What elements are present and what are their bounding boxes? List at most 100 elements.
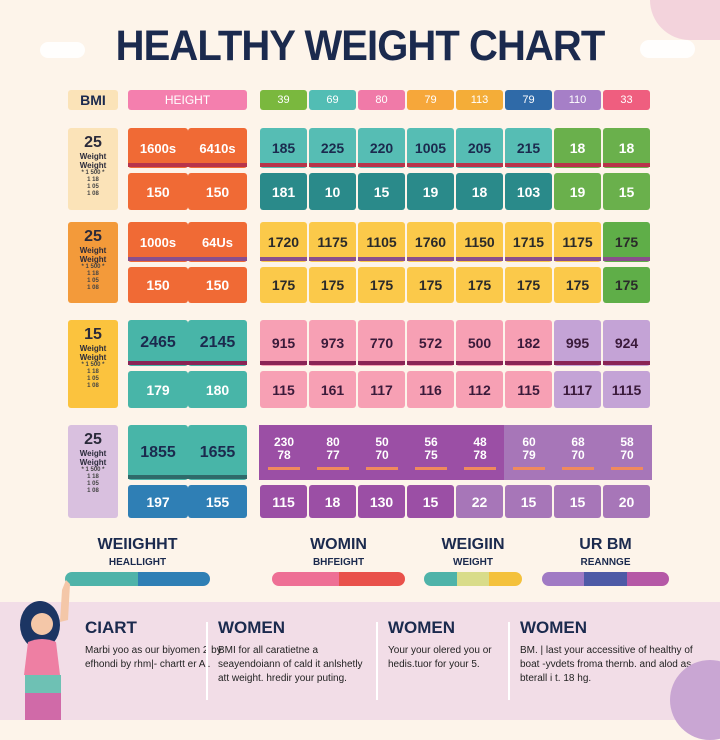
weight-value-bottom: 70 <box>571 447 585 462</box>
row-divider <box>260 257 307 261</box>
weight-value-top: 58 <box>620 434 634 449</box>
weight-cell: 58 70 <box>602 425 652 480</box>
weight-cell: 56 75 <box>406 425 456 480</box>
bmi-label: 25 Weight Weight * 1 500 * 1 18 1 05 1 08 <box>68 222 118 303</box>
info-title: WOMEN <box>388 618 456 637</box>
row-divider <box>358 361 405 365</box>
weight-cell: 175 <box>603 222 650 262</box>
weight-cell: 22 <box>456 485 503 518</box>
weight-cell: 15 <box>358 173 405 210</box>
row-divider <box>505 257 552 261</box>
header-column: 33 <box>603 90 650 110</box>
bmi-small-text: * 1 500 * <box>81 170 105 176</box>
legend-subtitle: BHFEIGHT <box>312 557 365 568</box>
height-top: 64Us <box>188 222 247 262</box>
orange-marker <box>415 466 447 470</box>
weight-cell: 60 79 <box>504 425 554 480</box>
orange-marker <box>268 466 300 470</box>
weight-cell: 115 <box>260 371 307 408</box>
height-bottom: 150 <box>188 173 247 210</box>
info-text: BMI for all caratietne a seayendoiann of… <box>218 645 363 684</box>
row-divider <box>505 361 552 365</box>
weight-cell: 112 <box>456 371 503 408</box>
row-divider <box>358 257 405 261</box>
weight-cell: 973 <box>309 320 356 366</box>
weight-cell: 15 <box>554 485 601 518</box>
column-divider <box>376 622 378 700</box>
weight-cell: 19 <box>554 173 601 210</box>
weight-cell: 1150 <box>456 222 503 262</box>
cloud-decoration <box>640 40 695 58</box>
legend-subtitle: WEIGHT <box>453 557 493 568</box>
weight-cell: 1115 <box>603 371 650 408</box>
weight-cell: 1715 <box>505 222 552 262</box>
height-bottom: 150 <box>128 267 188 303</box>
weight-cell: 103 <box>505 173 552 210</box>
legend-title: WEIGIIN <box>441 536 505 553</box>
legend-bar <box>542 572 669 586</box>
weight-cell: 15 <box>603 173 650 210</box>
height-top: 2145 <box>188 320 247 366</box>
weight-value-top: 60 <box>522 434 536 449</box>
weight-cell: 500 <box>456 320 503 366</box>
height-bottom: 155 <box>188 485 247 518</box>
weight-cell: 1117 <box>554 371 601 408</box>
header-column: 80 <box>358 90 405 110</box>
height-top: 1000s <box>128 222 188 262</box>
row-divider <box>128 361 247 365</box>
legend-bar-segment <box>584 572 627 586</box>
weight-cell: 995 <box>554 320 601 366</box>
legend-title: WOMIN <box>310 536 367 553</box>
info-text: Your your olered you or hedis.tuor for y… <box>388 645 492 670</box>
bmi-small-text: 1 08 <box>87 383 99 389</box>
legend-title: WEIIGHHT <box>97 536 178 553</box>
woman-illustration-icon <box>20 580 70 720</box>
weight-value-bottom: 78 <box>277 447 291 462</box>
weight-cell: 175 <box>309 267 356 303</box>
bmi-small-text: 1 05 <box>87 376 99 382</box>
info-column: WOMEN Your your olered you or hedis.tuor … <box>388 618 538 672</box>
header-column: 69 <box>309 90 356 110</box>
weight-cell: 80 77 <box>308 425 358 480</box>
bmi-weight-label: Weight Weight <box>79 246 107 264</box>
weight-cell: 19 <box>407 173 454 210</box>
bmi-small-text: 1 18 <box>87 177 99 183</box>
info-column: WOMEN BMI for all caratietne a seayendoia… <box>218 618 368 686</box>
bmi-weight-label: Weight Weight <box>79 152 107 170</box>
weight-cell: 175 <box>505 267 552 303</box>
bmi-small-text: 1 05 <box>87 481 99 487</box>
weight-cell: 185 <box>260 128 307 168</box>
row-divider <box>456 163 503 167</box>
weight-cell: 18 <box>554 128 601 168</box>
weight-cell: 1105 <box>358 222 405 262</box>
bmi-label: 15 Weight Weight * 1 500 * 1 18 1 05 1 08 <box>68 320 118 408</box>
bmi-small-text: 1 18 <box>87 474 99 480</box>
header-column: 113 <box>456 90 503 110</box>
legend-bar-segment <box>137 572 210 586</box>
weight-value-top: 230 <box>273 434 295 449</box>
row-divider <box>128 163 247 167</box>
orange-marker <box>513 466 545 470</box>
info-panel <box>0 602 720 720</box>
legend-subtitle: HEALLIGHT <box>108 557 167 568</box>
height-top: 1655 <box>188 425 247 480</box>
weight-cell: 915 <box>260 320 307 366</box>
weight-cell: 220 <box>358 128 405 168</box>
info-column: WOMEN BM. | last your accessitive of heal… <box>520 618 700 686</box>
bmi-small-text: 1 18 <box>87 369 99 375</box>
header-column: 110 <box>554 90 601 110</box>
info-title: WOMEN <box>218 618 286 637</box>
row-divider <box>407 163 454 167</box>
row-divider <box>407 361 454 365</box>
weight-cell: 215 <box>505 128 552 168</box>
row-divider <box>554 361 601 365</box>
weight-cell: 15 <box>407 485 454 518</box>
row-divider <box>603 257 650 261</box>
weight-cell: 175 <box>456 267 503 303</box>
legend-bar-segment <box>456 572 490 586</box>
legend-bar-segment <box>489 572 522 586</box>
info-title: WOMEN <box>520 618 588 637</box>
row-divider <box>309 257 356 261</box>
bmi-small-text: 1 05 <box>87 184 99 190</box>
bmi-value: 25 <box>84 431 102 448</box>
